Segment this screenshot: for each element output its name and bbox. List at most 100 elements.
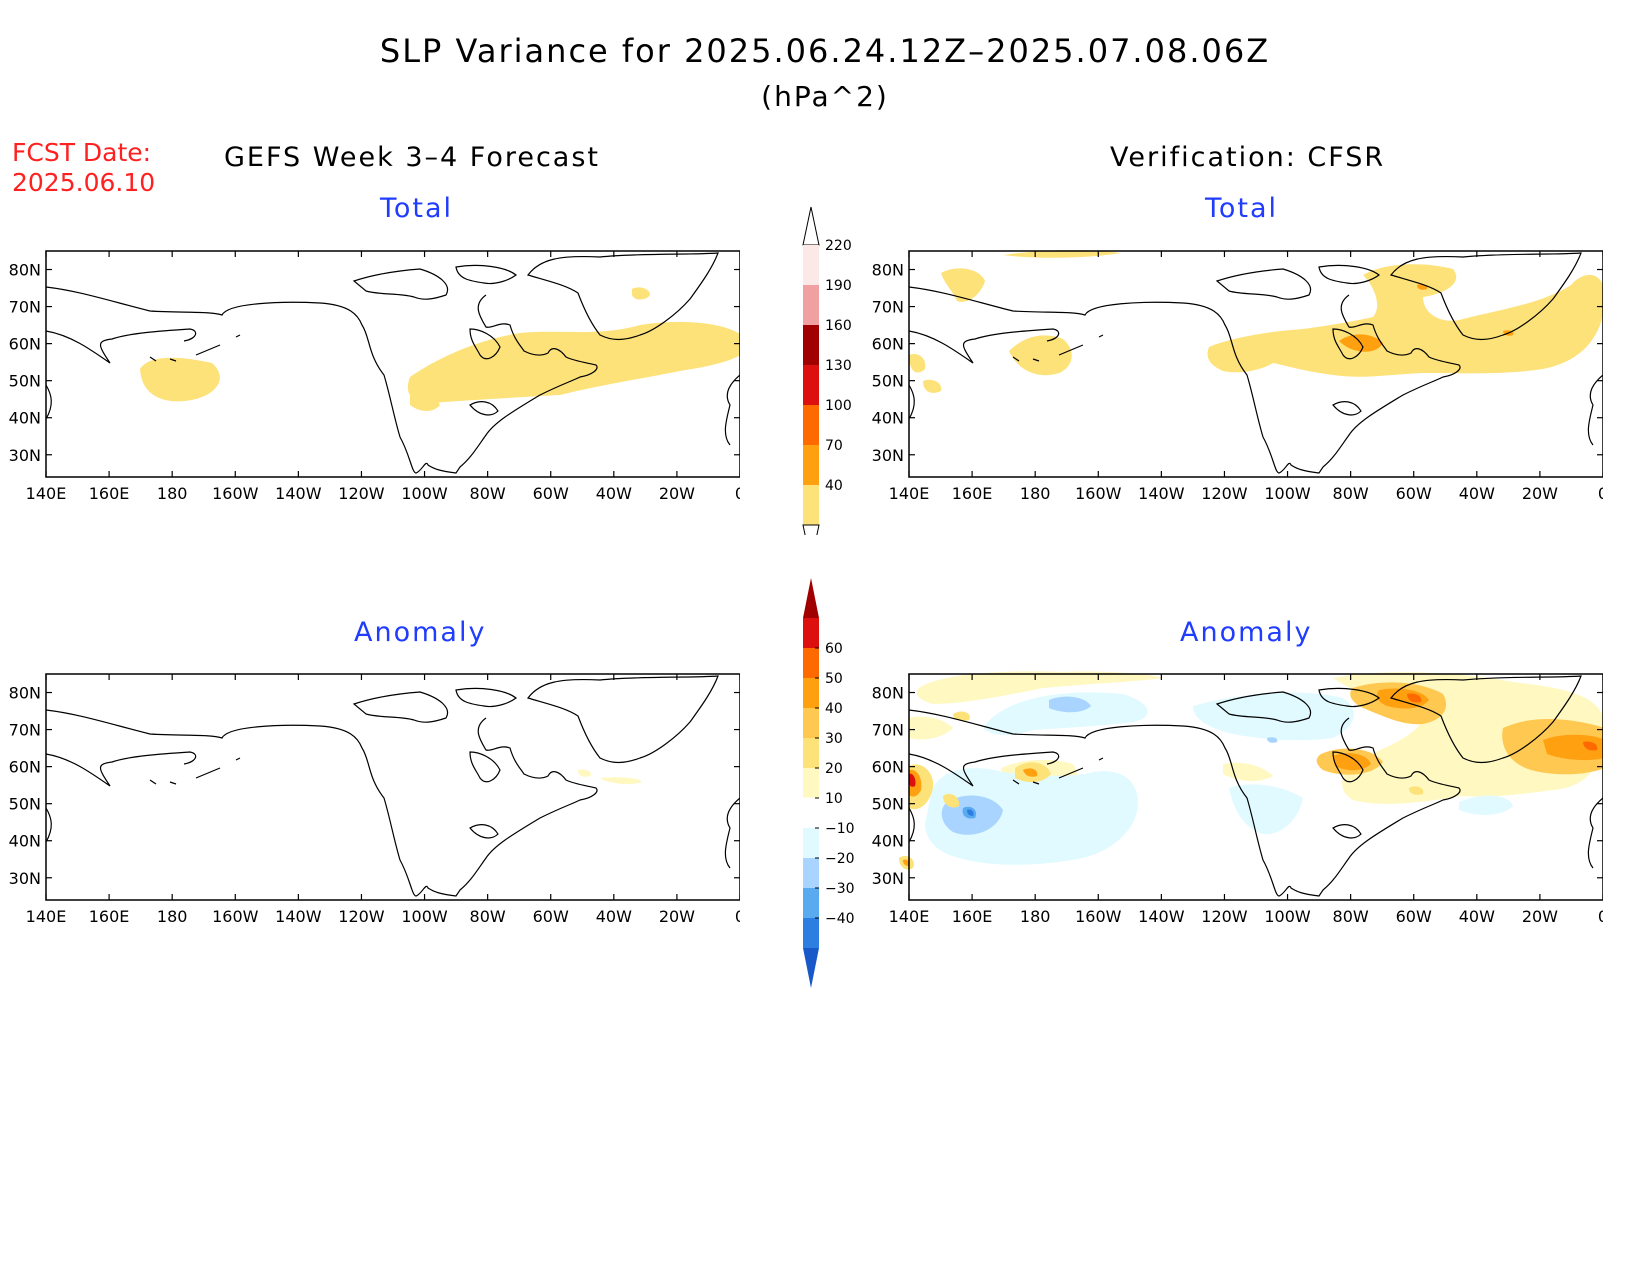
lon-label: 160W [1075,907,1122,926]
fcst-anom-map: 80N 70N 60N 50N 40N 30N 140E 160E 180 160W 140W 120… [9,673,740,926]
verification-heading: Verification: CFSR [1110,142,1386,173]
colorbar-label: 100 [825,398,852,414]
shade-area [909,773,916,787]
fcst-total-lon-ticks [45,251,740,477]
colorbar-label: 70 [825,438,843,454]
colorbar-label: 50 [825,671,843,687]
shade-area [916,671,1163,704]
anomaly-colorbar-segments [802,578,820,988]
coastline-path [908,286,1461,474]
obs-total-shading [909,250,1603,393]
shade-area [410,391,440,411]
shade-area [909,716,953,740]
colorbar-label: 160 [825,318,852,334]
colorbar-label: 220 [825,238,852,254]
lon-label: 120W [1201,907,1248,926]
colorbar-segment [803,365,819,405]
shade-area [1023,768,1038,777]
lon-label: 0 [735,484,740,503]
colorbar-label: 130 [825,358,852,374]
gefs-heading: GEFS Week 3–4 Forecast [224,142,601,173]
colorbar-segment [803,708,819,738]
lon-label: 180 [157,484,188,503]
total-colorbar-segments [802,206,820,535]
coastline-path [1332,751,1364,783]
shade-area [923,379,942,393]
fcst-total-shading [140,287,740,411]
coastline-path [455,264,517,285]
coastline-path [908,328,1060,364]
lat-label: 30N [872,869,904,888]
coastline-path [469,824,499,839]
lat-label: 50N [872,795,904,814]
shade-area [140,357,220,402]
colorbar-arrow-top [803,578,819,618]
shade-area [909,353,926,373]
obs-anom-shading [899,671,1603,870]
lon-label: 160W [212,907,259,926]
coastline-path [1215,691,1312,723]
lon-label: 140E [26,907,67,926]
colorbar-label: 40 [825,478,843,494]
lon-label: 140W [275,484,322,503]
fcst-date-value: 2025.06.10 [12,168,156,197]
colorbar-segment [803,445,819,485]
shade-area [1009,335,1072,376]
coastline-path [455,687,517,708]
lon-label: 120W [338,484,385,503]
shade-area [953,711,970,721]
shade-area [1459,795,1513,815]
coastline-path [469,328,501,360]
lon-label: 180 [157,907,188,926]
anomaly-colorbar: 60 50 40 30 20 10 −10 −20 −30 −40 [802,578,855,988]
lon-label: 0 [735,907,740,926]
colorbar-segment [803,918,819,948]
lat-label: 80N [872,684,904,703]
coastline-path [45,807,52,843]
lon-label: 120W [338,907,385,926]
shade-area [578,769,592,777]
lon-label: 40W [1459,484,1495,503]
obs-total-frame [908,250,1603,478]
fcst-date-label: FCST Date: [12,138,152,167]
lat-label: 40N [872,409,904,428]
lat-label: 60N [9,335,41,354]
colorbar-segment [803,285,819,325]
fcst-total-map: 80N 70N 60N 50N 40N 30N 140E 160E 180 160W 140W 120… [9,250,740,503]
colorbar-segment [803,325,819,365]
colorbar-segment [803,888,819,918]
lon-label: 140W [1138,484,1185,503]
colorbar-label: 10 [825,791,843,807]
lon-label: 160E [89,907,130,926]
shade-area [1583,741,1598,751]
lat-label: 50N [872,372,904,391]
lon-label: 80W [470,484,506,503]
obs-total-lat-ticks [909,268,1603,456]
shade-area [1049,696,1091,713]
colorbar-label: 40 [825,701,843,717]
shade-area [1543,734,1603,761]
colorbar-arrow-bottom [803,948,819,988]
shade-area [1003,250,1121,258]
colorbar-segment [803,828,819,858]
total-colorbar: 220 190 160 130 100 70 40 [802,206,852,535]
lon-label: 40W [596,484,632,503]
lon-label: 60W [1396,907,1432,926]
lat-label: 50N [9,795,41,814]
shade-area [1407,693,1422,703]
colorbar-label: 60 [825,641,843,657]
colorbar-segment [803,618,819,648]
coastline-path [908,751,1060,787]
colorbar-segment [803,485,819,525]
coastline-path [1390,675,1582,764]
fcst-anom-shading [578,769,642,785]
coastline-path [149,334,241,362]
figure-title: SLP Variance for 2025.06.24.12Z–2025.07.… [379,32,1271,70]
coastline-path [45,384,52,420]
fcst-anom-lon-ticks [45,674,740,900]
lon-label: 100W [1264,907,1311,926]
total-colorbar-labels: 220 190 160 130 100 70 40 [825,238,852,494]
obs-total-coastlines [908,252,1603,474]
obs-total-map: 80N 70N 60N 50N 40N 30N 140E 160E 180 160W 140W 120… [872,250,1603,503]
colorbar-label: 30 [825,731,843,747]
